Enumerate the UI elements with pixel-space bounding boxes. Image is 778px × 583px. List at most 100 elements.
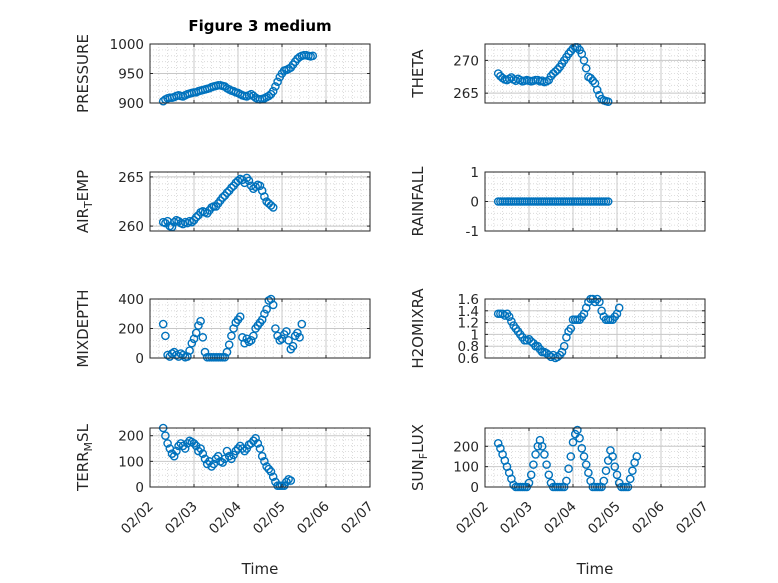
theta-data-point — [581, 63, 591, 73]
pressure-ytick-label: 900 — [118, 96, 144, 112]
terr_msl-xtick-label: 02/06 — [294, 499, 333, 538]
mixdepth-data-point — [235, 312, 245, 322]
terr_msl-xlabel: Time — [241, 560, 279, 578]
pressure-ylabel: PRESSURE — [74, 34, 92, 113]
h2omixra-ytick-label: 0.8 — [458, 339, 479, 355]
sun_flux-data-point — [526, 470, 536, 480]
pressure-data-point — [264, 91, 274, 101]
terr_msl-data-point — [257, 451, 267, 461]
theta-data-point — [493, 69, 503, 78]
terr_msl-series — [158, 423, 296, 491]
h2omixra-data-point — [504, 312, 514, 322]
terr_msl-data-point — [224, 451, 234, 461]
terr_msl-data-point — [266, 467, 276, 476]
terr_msl-xtick-label: 02/04 — [206, 499, 245, 538]
mixdepth-data-point — [227, 331, 236, 341]
terr_msl-data-point — [249, 436, 258, 446]
h2omixra-data-point — [526, 337, 536, 346]
theta-ylabel: THETA — [409, 49, 427, 99]
air_temp-ytick-label: 265 — [118, 170, 144, 186]
air_temp-data-point — [251, 182, 260, 192]
panel-theta: 265 270 THETA — [409, 42, 706, 106]
mixdepth-data-point — [244, 337, 254, 347]
mixdepth-data-point — [191, 328, 201, 338]
terr_msl-data-point — [238, 444, 247, 453]
terr_msl-ytick-label: 100 — [118, 454, 144, 470]
air_temp-series — [158, 173, 278, 232]
h2omixra-ytick-label: 1.4 — [458, 304, 479, 320]
sun_flux-data-point — [529, 460, 538, 469]
terr_msl-data-point — [240, 446, 249, 456]
theta-data-point — [551, 67, 560, 76]
mixdepth-data-point — [185, 346, 194, 355]
h2omixra-data-point — [614, 303, 624, 313]
terr_msl-data-point — [169, 451, 179, 461]
panel-h2omixra: 0.60.811.21.41.6 H2OMIXRA — [409, 288, 706, 369]
sun_flux-xtick-label: 02/04 — [541, 499, 580, 538]
h2omixra-data-point — [553, 352, 562, 362]
h2omixra-data-point — [500, 311, 510, 320]
mixdepth-data-point — [288, 341, 298, 351]
h2omixra-ytick-label: 1.2 — [458, 316, 479, 332]
rainfall-series — [493, 197, 613, 206]
sun_flux-xtick-label: 02/07 — [673, 499, 712, 538]
panel-air_temp: 260 265 AIRTEMP — [74, 170, 371, 235]
rainfall-ytick-label: 1 — [470, 165, 479, 181]
sun_flux-data-point — [537, 442, 547, 451]
sun_flux-data-point — [575, 433, 584, 443]
mixdepth-data-point — [178, 350, 188, 360]
terr_msl-xtick-label: 02/02 — [118, 499, 157, 538]
mixdepth-data-point — [264, 296, 274, 305]
terr_msl-data-point — [189, 439, 199, 448]
sun_flux-ytick-label: 100 — [453, 460, 479, 476]
terr_msl-data-point — [260, 457, 269, 466]
rainfall-ytick-label: -1 — [466, 224, 479, 240]
mixdepth-data-point — [196, 316, 205, 326]
mixdepth-ytick-label: 400 — [118, 292, 144, 308]
mixdepth-ylabel: MIXDEPTH — [74, 289, 92, 367]
terr_msl-data-point — [255, 444, 265, 453]
terr_msl-xtick-label: 02/05 — [250, 499, 289, 538]
h2omixra-data-point — [595, 297, 604, 307]
mixdepth-data-point — [222, 347, 232, 357]
terr_msl-data-point — [194, 446, 203, 456]
h2omixra-axes-box — [484, 298, 706, 359]
terr_msl-ytick-label: 0 — [135, 480, 144, 496]
mixdepth-data-point — [275, 335, 285, 345]
rainfall-ylabel: RAINFALL — [409, 166, 427, 237]
sun_flux-data-point — [628, 466, 637, 476]
panel-rainfall: -1 0 1 RAINFALL — [409, 165, 706, 240]
mixdepth-data-point — [224, 340, 234, 350]
h2omixra-ylabel: H2OMIXRA — [409, 288, 427, 369]
sun_flux-data-point — [632, 452, 642, 461]
terr_msl-data-point — [198, 449, 208, 458]
mixdepth-data-point — [161, 331, 170, 341]
sun_flux-data-point — [544, 470, 554, 480]
panel-mixdepth: 0 200 400 MIXDEPTH — [74, 289, 371, 368]
air_temp-data-point — [218, 193, 227, 202]
air_temp-data-point — [191, 212, 201, 222]
h2omixra-data-point — [559, 341, 569, 351]
theta-data-point — [588, 76, 598, 86]
terr_msl-data-point — [161, 431, 170, 440]
air_temp-ytick-label: 260 — [118, 219, 144, 235]
sun_flux-data-point — [608, 452, 617, 461]
air_temp-data-point — [255, 181, 265, 191]
mixdepth-data-point — [198, 333, 208, 342]
terr_msl-ylabel: TERRMSL — [74, 423, 95, 492]
sun_flux-data-point — [566, 452, 576, 461]
theta-data-point — [603, 97, 613, 106]
sun_flux-data-point — [610, 462, 620, 471]
theta-axes-box — [484, 43, 706, 104]
sun_flux-data-point — [573, 425, 582, 435]
sun_flux-data-point — [577, 444, 587, 453]
mixdepth-data-point — [297, 319, 307, 329]
terr_msl-data-point — [264, 464, 274, 474]
mixdepth-data-point — [293, 328, 302, 338]
air_temp-data-point — [222, 188, 232, 197]
mixdepth-data-point — [158, 319, 168, 329]
air_temp-data-point — [266, 201, 276, 210]
pressure-data-point — [273, 77, 282, 87]
sun_flux-data-point — [581, 460, 591, 469]
mixdepth-data-point — [249, 331, 258, 341]
